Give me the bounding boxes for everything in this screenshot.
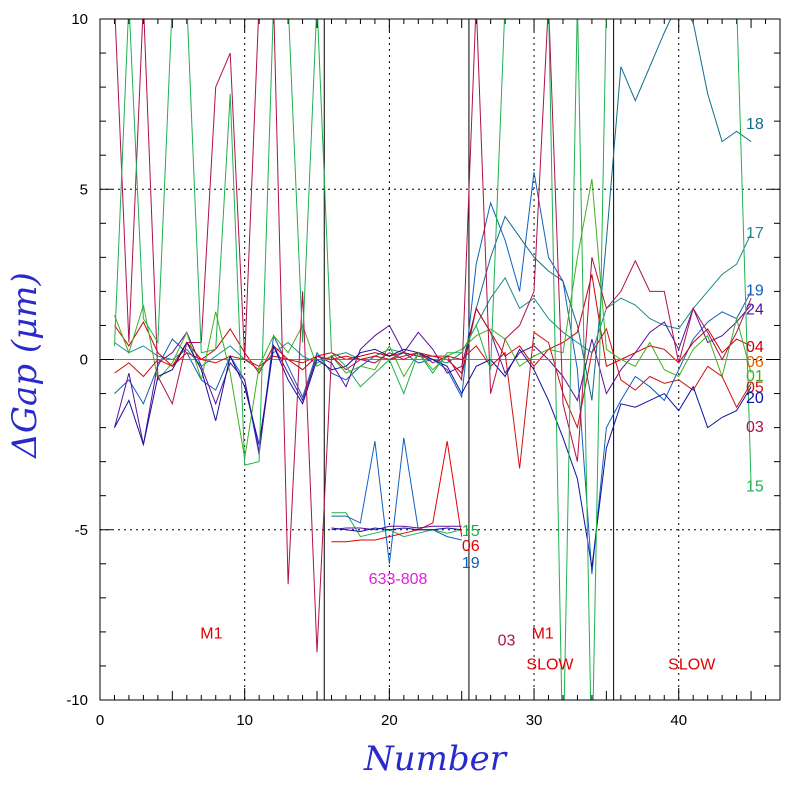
y-tick-label: -5 — [75, 522, 88, 539]
series-label-24: 24 — [746, 301, 764, 318]
series-line-05 — [114, 327, 752, 469]
x-tick-label: 30 — [526, 712, 543, 729]
series-label-04: 04 — [746, 339, 764, 356]
series-label-05: 05 — [746, 380, 764, 397]
inset-line-19 — [331, 437, 462, 564]
series-line-03 — [114, 19, 752, 653]
series-label-17: 17 — [746, 225, 764, 242]
annotation: M1 — [532, 626, 554, 643]
x-tick-label: 40 — [670, 712, 687, 729]
annotation: SLOW — [668, 656, 716, 673]
inset-line-24 — [331, 525, 462, 531]
y-tick-label: 10 — [71, 11, 88, 28]
series-label-18: 18 — [746, 116, 764, 133]
inset-label-15: 15 — [462, 523, 480, 540]
annotation: 03 — [498, 633, 516, 650]
series-line-24 — [114, 304, 752, 452]
annotation: SLOW — [526, 656, 574, 673]
inset-line-20 — [331, 527, 462, 533]
y-tick-label: 0 — [80, 352, 88, 369]
tick-labels: 0 10 20 30 40 -10 -5 0 5 10 — [66, 11, 687, 729]
plot-frame — [99, 18, 781, 701]
annotations: M1 633-808 03 M1 SLOW SLOW — [200, 571, 716, 673]
inset-label-19: 19 — [462, 555, 480, 572]
series-layer — [114, 19, 752, 700]
series-line-01 — [114, 178, 752, 459]
inset-line-06 — [331, 441, 463, 543]
inset-line-15 — [331, 512, 462, 538]
series-label-15: 15 — [746, 478, 764, 495]
y-tick-label: -10 — [66, 692, 88, 709]
x-tick-label: 10 — [236, 712, 253, 729]
inset-label-06: 06 — [462, 538, 480, 555]
series-label-03: 03 — [746, 419, 764, 436]
x-axis-title: Number — [363, 739, 508, 779]
annotation: M1 — [200, 626, 222, 643]
series-line-20 — [114, 341, 752, 568]
series-label-01: 01 — [746, 368, 764, 385]
series-label-06: 06 — [746, 354, 764, 371]
y-tick-label: 5 — [80, 181, 88, 198]
x-tick-label: 0 — [96, 712, 104, 729]
x-tick-label: 20 — [381, 712, 398, 729]
series-line-18 — [461, 19, 752, 401]
series-label-19: 19 — [746, 283, 764, 300]
annotation: 633-808 — [369, 571, 428, 588]
series-line-15 — [114, 19, 752, 700]
y-axis-title: ΔGap (μm) — [5, 272, 45, 459]
series-label-20: 20 — [746, 390, 764, 407]
